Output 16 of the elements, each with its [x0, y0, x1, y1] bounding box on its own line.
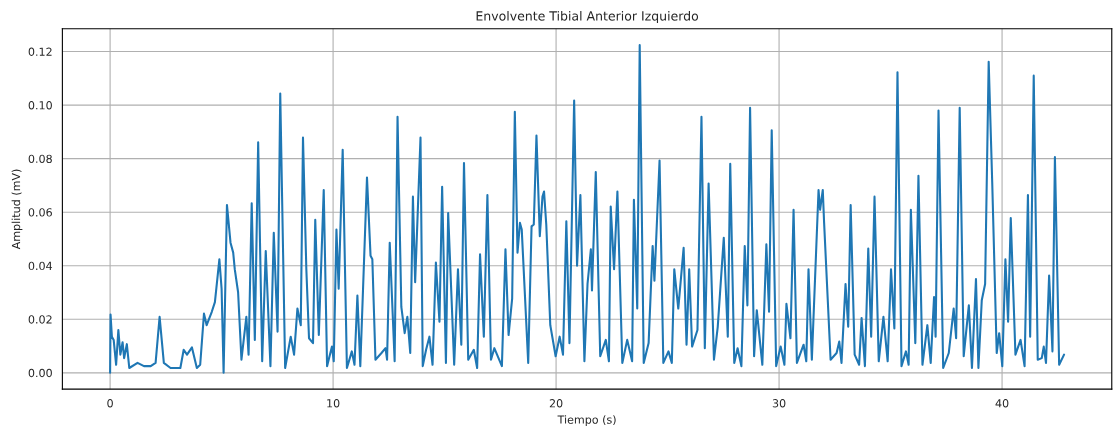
y-tick-label: 0.02: [28, 315, 52, 324]
chart-title: Envolvente Tibial Anterior Izquierdo: [476, 10, 699, 24]
y-tick-label: 0.04: [28, 261, 53, 271]
y-tick-label: 0.06: [28, 208, 52, 217]
x-axis-title: Tiempo (s): [557, 415, 616, 426]
y-tick-label: 0.08: [28, 154, 52, 164]
y-tick-label: 0.10: [28, 101, 52, 110]
line-series: [109, 44, 1066, 374]
x-tick-label: 20: [549, 399, 563, 408]
y-tick-label: 0.00: [28, 368, 52, 378]
y-axis-title: Amplitud (mV): [11, 169, 23, 250]
x-tick-label: 0: [107, 399, 113, 408]
x-tick-label: 30: [772, 399, 786, 408]
x-tick-label: 40: [995, 399, 1009, 408]
x-tick-label: 10: [327, 399, 340, 408]
y-tick-label: 0.12: [28, 47, 52, 56]
